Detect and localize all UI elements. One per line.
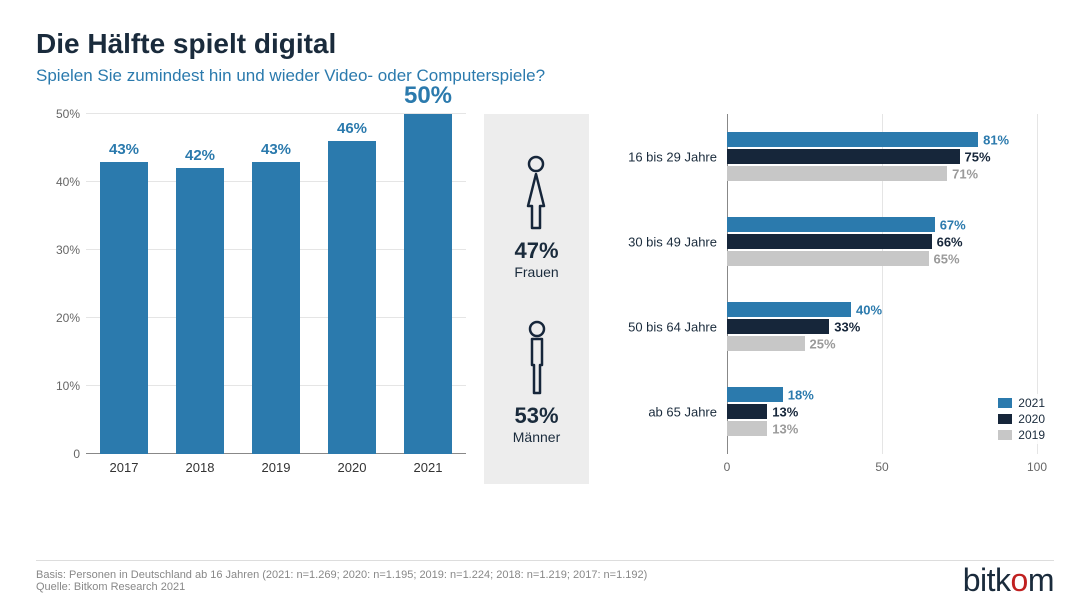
brand-logo: bitkom xyxy=(963,562,1054,599)
legend-label: 2020 xyxy=(1018,412,1045,426)
woman-icon xyxy=(516,154,556,234)
legend-swatch xyxy=(998,430,1012,440)
yearly-xlabel: 2019 xyxy=(262,460,291,475)
age-bar-value: 66% xyxy=(937,234,963,249)
gender-panel: 47% Frauen 53% Männer xyxy=(484,114,589,484)
legend-label: 2021 xyxy=(1018,396,1045,410)
yearly-bar xyxy=(328,141,375,454)
legend-item: 2021 xyxy=(998,396,1045,410)
footer: Basis: Personen in Deutschland ab 16 Jah… xyxy=(36,560,1054,593)
men-label: Männer xyxy=(513,429,560,445)
brand-suffix: m xyxy=(1028,562,1054,598)
age-bar-value: 67% xyxy=(940,217,966,232)
yearly-bar xyxy=(100,162,147,454)
footer-basis: Basis: Personen in Deutschland ab 16 Jah… xyxy=(36,569,1054,581)
age-bar xyxy=(727,217,935,232)
age-category-label: 30 bis 49 Jahre xyxy=(628,234,727,249)
age-bar-value: 25% xyxy=(810,336,836,351)
gender-men-block: 53% Männer xyxy=(513,319,560,445)
legend-swatch xyxy=(998,398,1012,408)
yearly-ytick: 20% xyxy=(36,311,80,325)
yearly-ytick: 50% xyxy=(36,107,80,121)
age-bar xyxy=(727,149,960,164)
yearly-ytick: 40% xyxy=(36,175,80,189)
age-bar-value: 40% xyxy=(856,302,882,317)
women-label: Frauen xyxy=(514,264,558,280)
men-percent: 53% xyxy=(514,403,558,429)
footer-source: Quelle: Bitkom Research 2021 xyxy=(36,581,1054,593)
age-bar-value: 18% xyxy=(788,387,814,402)
legend-item: 2019 xyxy=(998,428,1045,442)
age-bar xyxy=(727,166,947,181)
yearly-bar xyxy=(404,114,451,454)
page-subtitle: Spielen Sie zumindest hin und wieder Vid… xyxy=(36,66,1054,86)
yearly-bar xyxy=(176,168,223,454)
yearly-bar-value: 43% xyxy=(109,141,139,158)
age-bar-chart: 0 50 100 16 bis 29 Jahre 81% 75% 71% 30 bis 49 … xyxy=(607,104,1047,484)
yearly-xlabel: 2020 xyxy=(338,460,367,475)
age-category-label: ab 65 Jahre xyxy=(648,404,727,419)
yearly-bar xyxy=(252,162,299,454)
age-gridline xyxy=(882,114,883,454)
age-xtick: 100 xyxy=(1027,460,1047,474)
age-bar xyxy=(727,251,929,266)
yearly-bar-value: 46% xyxy=(337,120,367,137)
yearly-bar-chart: 0 10% 20% 30% 40% 50% 43% 2017 42% 2018 43% 2019 46%… xyxy=(36,104,466,484)
age-category-label: 16 bis 29 Jahre xyxy=(628,149,727,164)
age-bar xyxy=(727,302,851,317)
page-title: Die Hälfte spielt digital xyxy=(36,28,1054,60)
age-xtick: 0 xyxy=(724,460,731,474)
yearly-ytick: 10% xyxy=(36,379,80,393)
yearly-ytick: 0 xyxy=(36,447,80,461)
age-bar-value: 13% xyxy=(772,404,798,419)
gender-women-block: 47% Frauen xyxy=(514,154,558,280)
legend-item: 2020 xyxy=(998,412,1045,426)
yearly-xlabel: 2021 xyxy=(414,460,443,475)
yearly-bar-value: 42% xyxy=(185,147,215,164)
age-bar xyxy=(727,421,767,436)
yearly-ytick: 30% xyxy=(36,243,80,257)
yearly-bar-value: 50% xyxy=(404,82,452,110)
age-xtick: 50 xyxy=(875,460,888,474)
age-bar-value: 75% xyxy=(965,149,991,164)
brand-prefix: bitk xyxy=(963,562,1011,598)
yearly-bar-value: 43% xyxy=(261,141,291,158)
age-chart-legend: 2021 2020 2019 xyxy=(996,394,1047,444)
legend-label: 2019 xyxy=(1018,428,1045,442)
brand-o: o xyxy=(1011,562,1028,598)
legend-swatch xyxy=(998,414,1012,424)
yearly-xlabel: 2017 xyxy=(110,460,139,475)
age-bar xyxy=(727,404,767,419)
age-bar-value: 71% xyxy=(952,166,978,181)
man-icon xyxy=(517,319,557,399)
age-bar xyxy=(727,132,978,147)
yearly-xlabel: 2018 xyxy=(186,460,215,475)
age-bar-value: 13% xyxy=(772,421,798,436)
age-bar-value: 33% xyxy=(834,319,860,334)
content-row: 0 10% 20% 30% 40% 50% 43% 2017 42% 2018 43% 2019 46%… xyxy=(36,104,1054,484)
age-category-label: 50 bis 64 Jahre xyxy=(628,319,727,334)
age-bar-value: 81% xyxy=(983,132,1009,147)
age-bar xyxy=(727,336,805,351)
women-percent: 47% xyxy=(514,238,558,264)
age-bar-value: 65% xyxy=(934,251,960,266)
age-bar xyxy=(727,319,829,334)
age-bar xyxy=(727,387,783,402)
age-bar xyxy=(727,234,932,249)
